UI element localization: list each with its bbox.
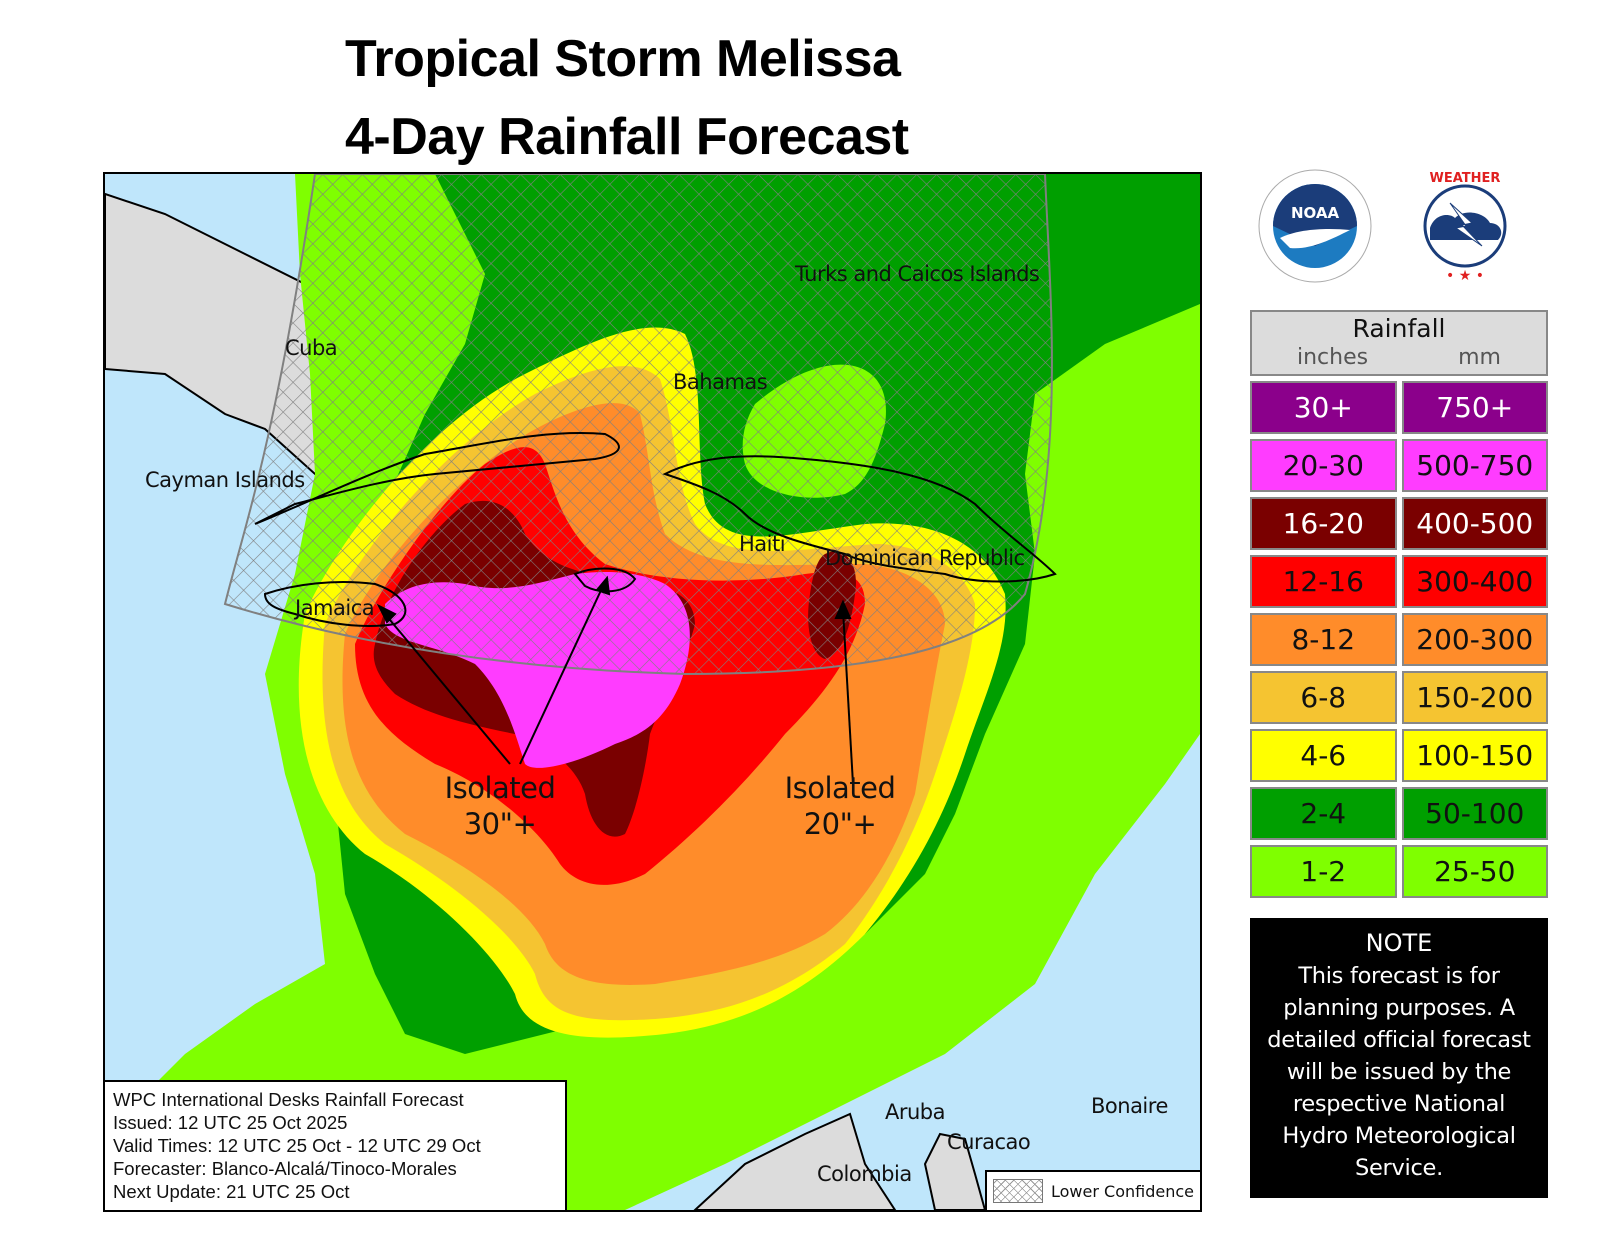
label-bahamas: Bahamas (673, 370, 768, 394)
note-heading: NOTE (1365, 929, 1433, 957)
note-line: detailed official forecast (1267, 1027, 1531, 1053)
legend-cell-inches: 1-2 (1250, 845, 1397, 898)
legend-cell-inches: 2-4 (1250, 787, 1397, 840)
legend-row: 4-6 100-150 (1250, 729, 1548, 782)
legend-unit-mm: mm (1458, 345, 1501, 370)
legend-header: Rainfall inches mm (1250, 310, 1548, 376)
rainfall-map: Cuba Cayman Islands Turks and Caicos Isl… (103, 172, 1202, 1212)
info-issued: Issued: 12 UTC 25 Oct 2025 (113, 1112, 348, 1133)
annotation-isolated-30: Isolated 30"+ (444, 771, 556, 841)
label-colombia: Colombia (817, 1162, 912, 1186)
legend-cell-mm: 750+ (1401, 381, 1548, 434)
legend-cell-mm: 300-400 (1401, 555, 1548, 608)
note-line: Service. (1355, 1155, 1443, 1181)
page-title: Tropical Storm Melissa 4-Day Rainfall Fo… (345, 20, 909, 176)
legend-cell-mm: 50-100 (1401, 787, 1548, 840)
label-aruba: Aruba (885, 1100, 946, 1124)
legend-cell-mm: 25-50 (1401, 845, 1548, 898)
legend-row: 2-4 50-100 (1250, 787, 1548, 840)
agency-logos: NOAA WEATHER • ★ • (1250, 168, 1540, 288)
annotation-isolated-20: Isolated 20"+ (784, 771, 896, 841)
note-line: This forecast is for (1298, 963, 1500, 989)
legend-unit-inches: inches (1297, 345, 1369, 370)
forecast-info-box: WPC International Desks Rainfall Forecas… (105, 1080, 567, 1210)
label-curacao: Curacao (947, 1130, 1031, 1154)
legend-row: 12-16 300-400 (1250, 555, 1548, 608)
lower-confidence-key: Lower Confidence (985, 1170, 1200, 1210)
legend-cell-inches: 20-30 (1250, 439, 1397, 492)
info-forecaster: Forecaster: Blanco-Alcalá/Tinoco-Morales (113, 1158, 457, 1179)
label-jamaica: Jamaica (295, 596, 375, 620)
svg-text:• ★ •: • ★ • (1446, 268, 1484, 284)
label-bonaire: Bonaire (1091, 1094, 1168, 1118)
info-line-1: WPC International Desks Rainfall Forecas… (113, 1089, 464, 1110)
legend-row: 8-12 200-300 (1250, 613, 1548, 666)
legend-row: 20-30 500-750 (1250, 439, 1548, 492)
legend-cell-mm: 400-500 (1401, 497, 1548, 550)
legend-cell-mm: 100-150 (1401, 729, 1548, 782)
legend-title: Rainfall (1352, 314, 1446, 343)
legend-cell-mm: 200-300 (1401, 613, 1548, 666)
legend-cell-inches: 16-20 (1250, 497, 1397, 550)
hatch-swatch-icon (993, 1179, 1043, 1203)
legend-row: 16-20 400-500 (1250, 497, 1548, 550)
legend-row: 30+ 750+ (1250, 381, 1548, 434)
rainfall-contours (105, 174, 1200, 1210)
title-line-1: Tropical Storm Melissa (345, 30, 901, 88)
legend-cell-mm: 150-200 (1401, 671, 1548, 724)
note-line: respective National (1292, 1091, 1506, 1117)
label-dominican-republic: Dominican Republic (825, 546, 1025, 570)
rainfall-legend: Rainfall inches mm 30+ 750+ 20-30 500-750 16… (1250, 310, 1548, 898)
note-line: Hydro Meteorological (1282, 1123, 1516, 1149)
label-haiti: Haiti (739, 532, 786, 556)
svg-text:WEATHER: WEATHER (1430, 171, 1501, 186)
noaa-logo-icon: NOAA (1258, 169, 1372, 283)
legend-cell-inches: 12-16 (1250, 555, 1397, 608)
note-line: will be issued by the (1286, 1059, 1512, 1085)
note-box: NOTE This forecast is for planning purpo… (1250, 918, 1548, 1198)
info-next-update: Next Update: 21 UTC 25 Oct (113, 1181, 350, 1202)
legend-cell-inches: 30+ (1250, 381, 1397, 434)
legend-cell-inches: 6-8 (1250, 671, 1397, 724)
note-line: planning purposes. A (1283, 995, 1515, 1021)
legend-cell-inches: 8-12 (1250, 613, 1397, 666)
legend-cell-mm: 500-750 (1401, 439, 1548, 492)
lower-confidence-label: Lower Confidence (1051, 1181, 1194, 1201)
title-line-2: 4-Day Rainfall Forecast (345, 108, 909, 166)
label-cuba: Cuba (285, 336, 338, 360)
info-valid-times: Valid Times: 12 UTC 25 Oct - 12 UTC 29 O… (113, 1135, 481, 1156)
legend-cell-inches: 4-6 (1250, 729, 1397, 782)
nws-logo-icon: WEATHER • ★ • (1413, 171, 1517, 284)
svg-text:NOAA: NOAA (1291, 204, 1340, 222)
label-cayman-islands: Cayman Islands (145, 468, 305, 492)
label-turks-caicos: Turks and Caicos Islands (795, 262, 1040, 286)
legend-row: 6-8 150-200 (1250, 671, 1548, 724)
legend-row: 1-2 25-50 (1250, 845, 1548, 898)
